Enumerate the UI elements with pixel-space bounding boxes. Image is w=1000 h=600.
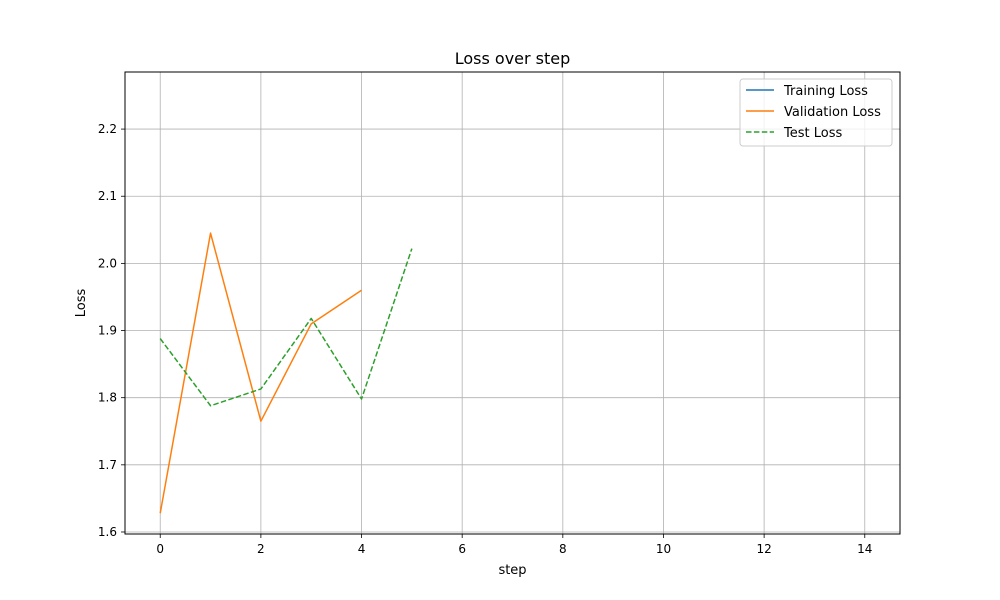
chart-title: Loss over step [455,49,571,68]
y-tick-label: 2.2 [98,122,117,136]
x-tick-label: 4 [358,542,366,556]
y-tick-label: 1.6 [98,525,117,539]
legend: Training Loss Validation Loss Test Loss [739,78,893,147]
legend-label-validation-loss: Validation Loss [784,105,881,120]
legend-label-training-loss: Training Loss [783,84,868,99]
series-line-validation-loss [159,232,362,514]
series-layer [159,232,413,514]
legend-label-test-loss: Test Loss [783,126,842,141]
series-line-test-loss [159,248,413,407]
y-axis-label: Loss [74,289,89,318]
x-axis-label: step [498,563,526,578]
legend-box [739,78,893,147]
y-tick-label: 1.8 [98,391,117,405]
x-tick-label: 10 [656,542,671,556]
tick-layer: 0 2 4 6 8 10 12 14 1.6 1.7 1.8 1.9 2.0 2.1 2.2 [98,122,873,556]
x-tick-label: 6 [458,542,466,556]
y-tick-label: 2.0 [98,256,117,270]
x-tick-label: 8 [559,542,567,556]
x-tick-label: 12 [756,542,771,556]
y-tick-label: 1.9 [98,324,117,338]
x-tick-label: 14 [857,542,872,556]
x-tick-label: 0 [156,542,164,556]
y-tick-label: 2.1 [98,189,117,203]
y-tick-label: 1.7 [98,458,117,472]
x-tick-label: 2 [257,542,265,556]
plot-frame [124,71,901,535]
